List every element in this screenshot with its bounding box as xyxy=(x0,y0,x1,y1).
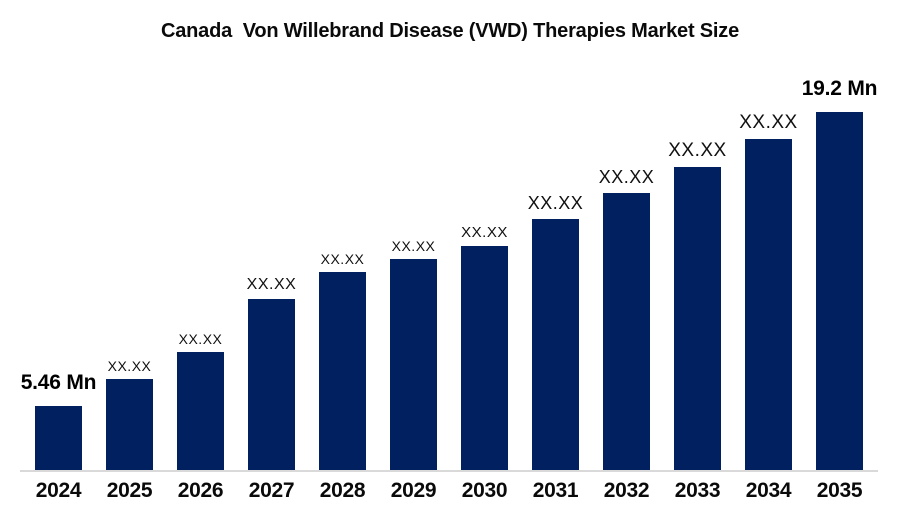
bar-column: XX.XX xyxy=(520,58,591,470)
x-axis-label-2026: 2026 xyxy=(177,479,224,502)
x-axis-label-2033: 2033 xyxy=(674,479,721,502)
bar-placeholder-label: XX.XX xyxy=(391,238,436,254)
bar-placeholder-label: XX.XX xyxy=(246,276,297,293)
bar-value-label: 19.2 Mn xyxy=(801,77,878,100)
bar-2027 xyxy=(248,299,295,470)
x-axis-label-2027: 2027 xyxy=(248,479,295,502)
x-axis-label-2032: 2032 xyxy=(603,479,650,502)
bar-column: XX.XX xyxy=(733,58,804,470)
x-axis-label-2031: 2031 xyxy=(532,479,579,502)
bar-2034 xyxy=(745,139,792,470)
bar-placeholder-label: XX.XX xyxy=(178,331,223,347)
bar-chart: 5.46 Mn XX.XX XX.XX XX.XX XX.XX XX.XX XX.XX XX.… xyxy=(20,58,878,470)
x-axis-label-2030: 2030 xyxy=(461,479,508,502)
bar-placeholder-label: XX.XX xyxy=(668,140,727,161)
x-axis-label-2035: 2035 xyxy=(816,479,863,502)
bar-column: XX.XX xyxy=(662,58,733,470)
bar-2035 xyxy=(816,112,863,470)
bar-placeholder-label: XX.XX xyxy=(739,112,798,133)
bar-column: XX.XX xyxy=(94,58,165,470)
chart-title: Canada Von Willebrand Disease (VWD) Ther… xyxy=(160,20,739,42)
bar-placeholder-label: XX.XX xyxy=(461,224,508,241)
x-axis-label-2029: 2029 xyxy=(390,479,437,502)
bar-2028 xyxy=(319,272,366,470)
bar-value-label: 5.46 Mn xyxy=(20,371,97,394)
bar-2032 xyxy=(603,193,650,470)
bar-column: XX.XX xyxy=(165,58,236,470)
bar-placeholder-label: XX.XX xyxy=(320,251,365,267)
x-axis-label-2025: 2025 xyxy=(106,479,153,502)
bar-column: XX.XX xyxy=(591,58,662,470)
bar-column: 19.2 Mn xyxy=(801,58,878,470)
bar-2025 xyxy=(106,379,153,470)
x-axis-labels: 2024 2025 2026 2027 2028 2029 2030 2031 2032 2033… xyxy=(23,479,875,503)
bar-placeholder-label: XX.XX xyxy=(527,193,584,213)
x-axis-label-2024: 2024 xyxy=(35,479,82,502)
bar-column: XX.XX xyxy=(449,58,520,470)
bar-column: XX.XX xyxy=(378,58,449,470)
bar-2030 xyxy=(461,246,508,470)
bar-2031 xyxy=(532,219,579,470)
bar-placeholder-label: XX.XX xyxy=(107,358,152,374)
x-axis-line xyxy=(20,470,878,472)
x-axis-label-2028: 2028 xyxy=(319,479,366,502)
bar-2024 xyxy=(35,406,82,470)
bar-2029 xyxy=(390,259,437,470)
x-axis-label-2034: 2034 xyxy=(745,479,792,502)
bar-column: XX.XX xyxy=(236,58,307,470)
bars-layer: 5.46 Mn XX.XX XX.XX XX.XX XX.XX XX.XX XX.XX XX.… xyxy=(20,58,878,470)
bar-2033 xyxy=(674,167,721,470)
bar-2026 xyxy=(177,352,224,470)
bar-column: 5.46 Mn xyxy=(20,58,97,470)
bar-placeholder-label: XX.XX xyxy=(598,167,655,187)
bar-column: XX.XX xyxy=(307,58,378,470)
